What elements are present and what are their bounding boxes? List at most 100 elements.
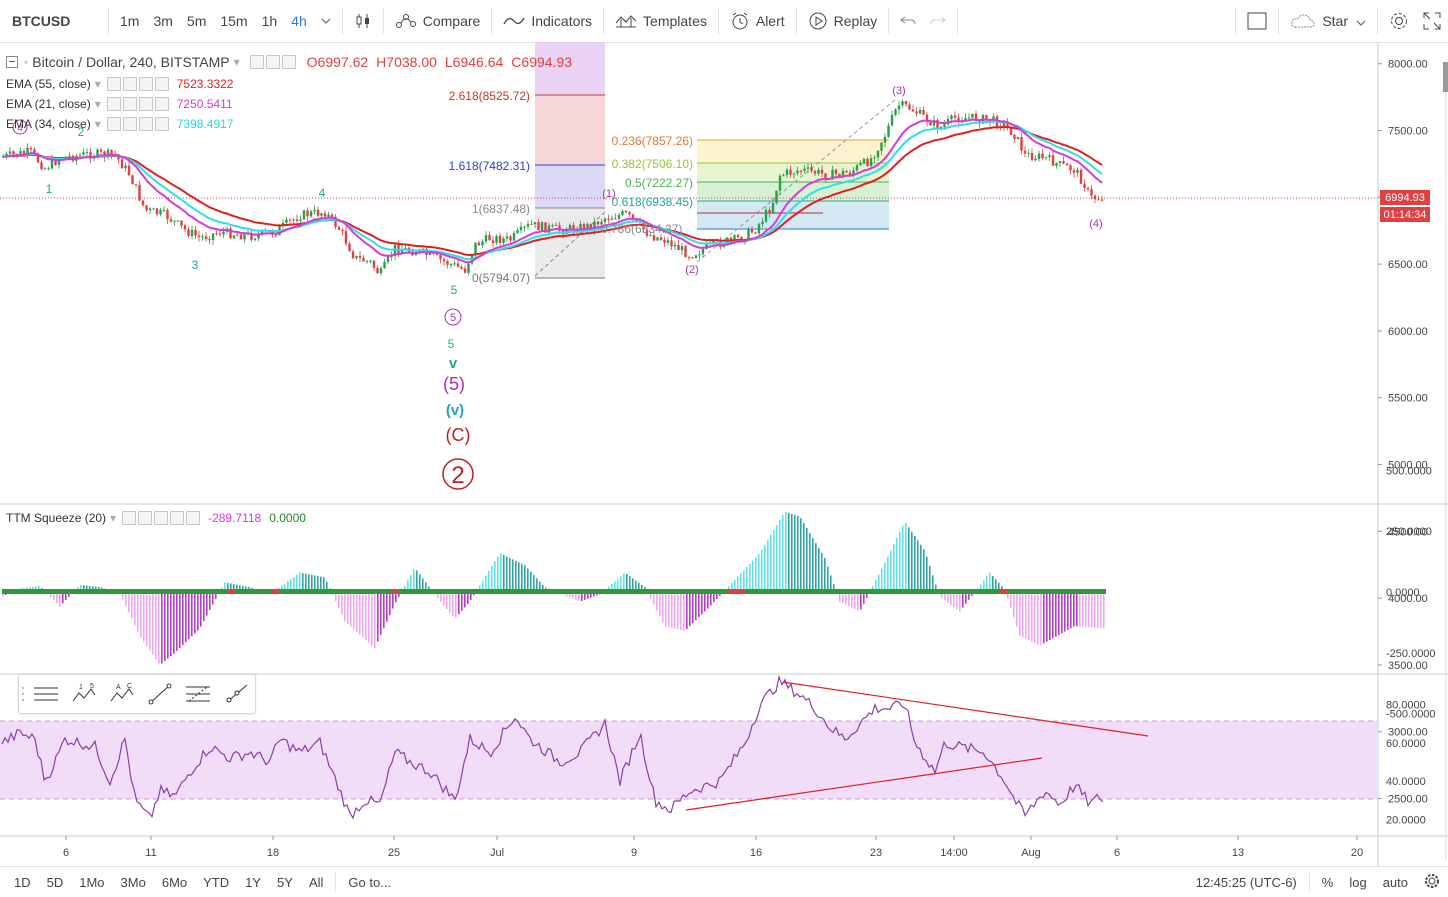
chevron-down-icon[interactable]: ▾	[95, 97, 101, 111]
candle-body	[313, 210, 315, 212]
range-3mo[interactable]: 3Mo	[113, 875, 154, 890]
drag-handle-icon[interactable]	[19, 675, 27, 713]
interval-3m[interactable]: 3m	[146, 0, 179, 42]
ema21-legend[interactable]: EMA (21, close) ▾ 7250.5411	[6, 97, 233, 111]
wave-3-paren-label: (3)	[892, 85, 905, 97]
candle-body	[464, 269, 466, 273]
ttm-squeeze-dots	[2, 589, 1106, 594]
ttm-bar	[137, 592, 139, 632]
gear-icon[interactable]	[1382, 0, 1416, 42]
candle-body	[12, 151, 14, 154]
ttm-bar	[695, 592, 697, 620]
candle-body	[1048, 155, 1050, 157]
ttm-legend[interactable]: TTM Squeeze (20) ▾ -289.7118 0.0000	[6, 511, 306, 525]
replay-icon	[808, 11, 828, 31]
candle-body	[520, 227, 522, 230]
candle-body	[387, 256, 389, 261]
interval-4h[interactable]: 4h	[284, 0, 314, 42]
range-6mo[interactable]: 6Mo	[154, 875, 195, 890]
chart-type-candles-icon[interactable]	[347, 0, 379, 42]
legend-buttons[interactable]	[250, 55, 298, 69]
trend-line-tool-icon[interactable]	[141, 675, 179, 713]
range-1d[interactable]: 1D	[6, 875, 39, 890]
interval-15m[interactable]: 15m	[213, 0, 254, 42]
divider	[342, 8, 343, 34]
divider	[335, 873, 336, 891]
ray-tool-icon[interactable]	[217, 675, 255, 713]
interval-1h[interactable]: 1h	[255, 0, 285, 42]
indicators-button[interactable]: Indicators	[496, 0, 599, 42]
expand-icon[interactable]	[1416, 0, 1448, 42]
legend-buttons[interactable]	[122, 511, 202, 525]
ttm-bar	[818, 548, 820, 592]
horizontal-lines-tool-icon[interactable]	[27, 675, 65, 713]
interval-5m[interactable]: 5m	[180, 0, 213, 42]
fib-retracement-tool-icon[interactable]	[179, 675, 217, 713]
ema34-legend[interactable]: EMA (34, close) ▾ 7398.4917	[6, 117, 233, 131]
chevron-down-icon[interactable]: ▾	[234, 55, 240, 69]
range-1y[interactable]: 1Y	[237, 875, 269, 890]
range-all[interactable]: All	[301, 875, 331, 890]
candle-body	[478, 243, 480, 246]
range-5d[interactable]: 5D	[39, 875, 72, 890]
scrollbar-thumb[interactable]	[1443, 62, 1448, 92]
candle-body	[180, 221, 182, 226]
ttm-bar	[758, 554, 760, 592]
gear-icon[interactable]	[1416, 873, 1448, 892]
auto-toggle[interactable]: auto	[1375, 875, 1416, 890]
chevron-down-icon[interactable]: ▾	[95, 117, 101, 131]
candle-body	[674, 245, 676, 246]
legend-buttons[interactable]	[107, 97, 171, 111]
ttm-bar	[656, 592, 658, 610]
undo-icon[interactable]	[893, 0, 923, 42]
candle-body	[177, 221, 179, 222]
ttm-bar	[1094, 592, 1096, 628]
candle-body	[1020, 137, 1022, 151]
replay-button[interactable]: Replay	[801, 0, 885, 42]
ttm-bar	[782, 515, 784, 592]
chevron-down-icon[interactable]: ▾	[95, 77, 101, 91]
symbol-search[interactable]: BTCUSD	[0, 0, 104, 42]
goto-button[interactable]: Go to...	[340, 875, 399, 890]
ttm-bar	[368, 592, 370, 643]
candle-body	[450, 264, 452, 265]
interval-dropdown-icon[interactable]	[314, 0, 338, 42]
clock-timezone[interactable]: 12:45:25 (UTC-6)	[1188, 875, 1305, 890]
ttm-bar	[203, 592, 205, 621]
redo-icon[interactable]	[923, 0, 953, 42]
legend-buttons[interactable]	[107, 77, 171, 91]
svg-text:5: 5	[90, 683, 94, 690]
legend-buttons[interactable]	[107, 117, 171, 131]
interval-1m[interactable]: 1m	[113, 0, 146, 42]
alert-button[interactable]: Alert	[723, 0, 792, 42]
templates-button[interactable]: Templates	[608, 0, 714, 42]
candle-body	[838, 174, 840, 176]
ttm-squeeze-on	[1000, 589, 1008, 594]
divider	[957, 8, 958, 34]
compare-button[interactable]: Compare	[388, 0, 488, 42]
candle-body	[702, 249, 704, 254]
collapse-icon[interactable]	[6, 56, 18, 68]
fullscreen-box-icon[interactable]	[1240, 0, 1274, 42]
ttm-bar	[443, 592, 445, 605]
candle-body	[240, 235, 242, 240]
ema55-legend[interactable]: EMA (55, close) ▾ 7523.3322	[6, 77, 233, 91]
candle-body	[173, 221, 175, 222]
range-5y[interactable]: 5Y	[269, 875, 301, 890]
log-toggle[interactable]: log	[1341, 875, 1374, 890]
drag-grip-icon[interactable]: ▪	[24, 55, 28, 69]
candle-body	[677, 245, 679, 250]
chevron-down-icon[interactable]: ▾	[110, 511, 116, 525]
range-ytd[interactable]: YTD	[195, 875, 237, 890]
ttm-bar	[677, 592, 679, 629]
ttm-bar	[131, 592, 133, 619]
price-axis[interactable]: 9000.008500.008000.007500.007000.006500.…	[1378, 42, 1428, 806]
star-button[interactable]: Star	[1283, 0, 1373, 42]
chart-canvas[interactable]: 2.618(8525.72) 1.618(7482.31) 1(6837.48)…	[0, 42, 1448, 866]
percent-toggle[interactable]: %	[1314, 875, 1342, 890]
range-1mo[interactable]: 1Mo	[71, 875, 112, 890]
time-tick-label: 13	[1232, 847, 1244, 859]
